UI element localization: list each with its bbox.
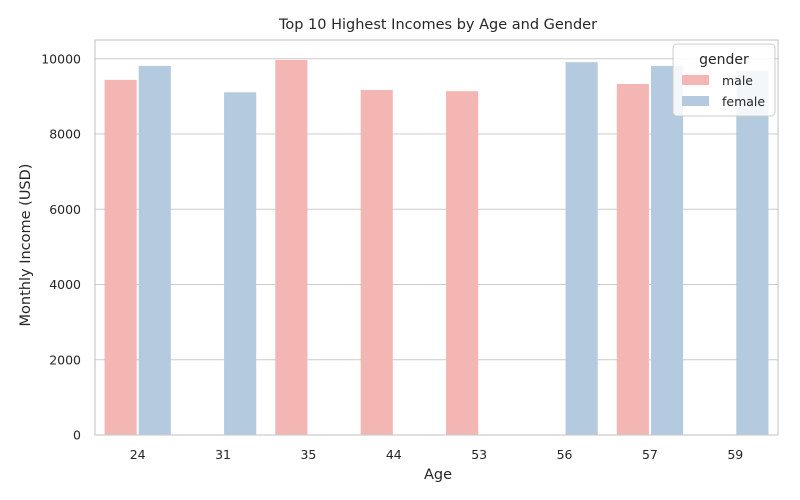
- bars: [104, 59, 769, 436]
- bar-female-56: [565, 62, 598, 435]
- y-tick-label: 2000: [49, 352, 81, 367]
- x-tick-labels: 24 31 35 44 53 56 57 59: [130, 447, 744, 462]
- x-tick-label: 24: [130, 447, 146, 462]
- chart-title: Top 10 Highest Incomes by Age and Gender: [278, 17, 597, 33]
- legend: gender male female: [672, 43, 776, 117]
- y-tick-label: 0: [73, 428, 81, 443]
- bar-male-35: [275, 59, 308, 435]
- plot-frame: [94, 39, 779, 436]
- x-tick-label: 31: [215, 447, 231, 462]
- bar-female-57: [650, 65, 684, 435]
- bar-male-44: [360, 90, 393, 436]
- bar-male-53: [446, 91, 479, 436]
- legend-swatch-male: [682, 75, 709, 85]
- x-axis-label: Age: [424, 467, 452, 483]
- y-axis-label: Monthly Income (USD): [18, 164, 34, 327]
- legend-items: male female: [682, 73, 765, 109]
- bar-male-57: [616, 84, 649, 435]
- legend-title: gender: [699, 52, 749, 68]
- legend-label-female: female: [722, 94, 765, 109]
- y-tick-label: 10000: [41, 51, 81, 66]
- x-tick-label: 56: [557, 447, 573, 462]
- legend-label-male: male: [722, 73, 753, 88]
- x-tick-label: 35: [300, 447, 316, 462]
- x-tick-label: 53: [471, 447, 487, 462]
- bar-female-59: [736, 70, 769, 435]
- bar-female-31: [224, 92, 257, 436]
- bar-male-24: [104, 79, 137, 435]
- y-tick-label: 4000: [49, 277, 81, 292]
- bar-female-24: [138, 65, 171, 435]
- y-tick-labels: 0 2000 4000 6000 8000 10000: [41, 51, 81, 442]
- x-tick-label: 59: [727, 447, 743, 462]
- legend-swatch-female: [682, 96, 709, 106]
- x-tick-label: 57: [642, 447, 658, 462]
- y-tick-label: 8000: [49, 127, 81, 142]
- x-tick-label: 44: [386, 447, 402, 462]
- y-tick-label: 6000: [49, 202, 81, 217]
